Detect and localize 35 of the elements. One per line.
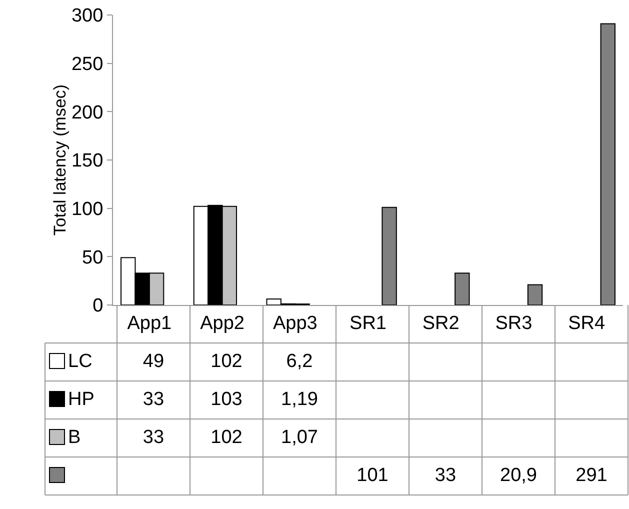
y-tick-label: 300 (71, 6, 104, 27)
x-tick-label: App1 (127, 312, 172, 334)
y-tick-label: 0 (92, 296, 104, 317)
legend-label: B (68, 427, 81, 448)
bar (527, 284, 543, 305)
y-tick-label: 100 (71, 198, 104, 220)
x-tick-label: App2 (200, 312, 244, 334)
x-tick-label: SR2 (422, 312, 460, 334)
legend-label: HP (68, 389, 94, 410)
bar (600, 23, 616, 305)
y-tick-label: 200 (71, 102, 104, 124)
data-label: 1,07 (280, 426, 319, 450)
data-label: 102 (210, 350, 244, 374)
data-label: 20,9 (499, 464, 538, 488)
data-label: 291 (574, 464, 608, 488)
legend-label: LC (68, 351, 92, 372)
x-tick-label: App3 (272, 312, 318, 334)
y-tick-label: 250 (71, 54, 104, 75)
data-label: 1,19 (280, 388, 319, 412)
y-tick-label: 150 (71, 150, 104, 172)
data-label: 33 (142, 388, 166, 412)
x-tick-label: SR3 (495, 312, 532, 334)
bar (382, 206, 397, 305)
data-label: 49 (142, 350, 166, 374)
data-label: 102 (210, 426, 244, 450)
data-label: 33 (142, 426, 166, 450)
y-tick-label: 50 (82, 247, 104, 268)
data-label: 101 (356, 464, 390, 488)
data-label: 6,2 (285, 350, 314, 374)
data-label: 103 (210, 388, 244, 412)
x-tick-label: SR1 (350, 312, 386, 334)
data-label: 33 (434, 464, 458, 488)
x-tick-label: SR4 (568, 312, 606, 334)
bar (454, 272, 470, 305)
y-axis-title: Total latency (msec) (50, 84, 70, 236)
